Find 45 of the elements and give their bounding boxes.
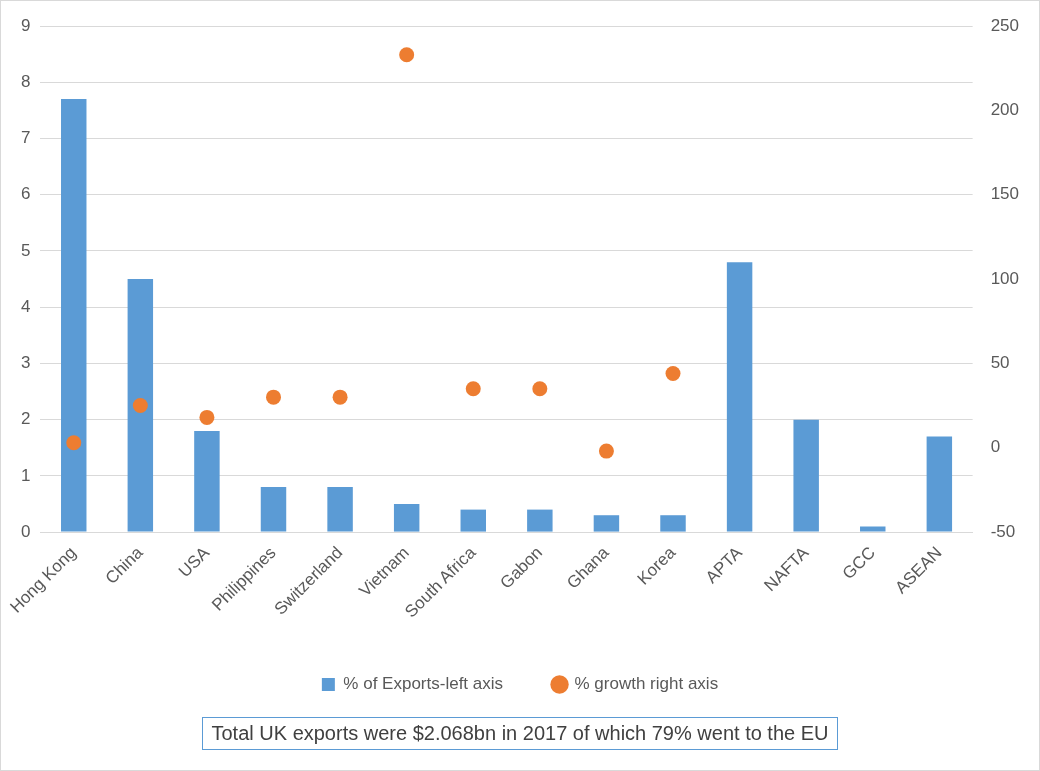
bar (460, 509, 486, 532)
bar (127, 279, 154, 532)
bar (527, 509, 553, 532)
point (132, 398, 148, 414)
y2-tick-label: 200 (990, 100, 1020, 120)
point (66, 435, 82, 451)
point (199, 409, 215, 425)
y-tick-label: 8 (20, 71, 31, 91)
bar (260, 487, 287, 532)
y2-tick-label: 250 (990, 15, 1020, 35)
bar (393, 503, 420, 532)
y-tick-label: 6 (20, 184, 31, 204)
bar (726, 262, 753, 532)
y2-tick-label: 0 (990, 437, 1001, 457)
y-tick-label: 0 (20, 521, 31, 541)
y-tick-label: 3 (20, 353, 31, 373)
y2-tick-label: 100 (990, 268, 1020, 288)
y-tick-label: 9 (20, 15, 31, 35)
bar (327, 487, 353, 532)
bar (926, 436, 953, 532)
bar (593, 515, 620, 532)
y-tick-label: 4 (20, 296, 31, 316)
y2-tick-label: -50 (990, 521, 1016, 541)
point (332, 389, 348, 405)
y2-tick-label: 50 (990, 353, 1010, 373)
y2-tick-label: 150 (990, 184, 1020, 204)
point (598, 443, 614, 459)
point (399, 47, 415, 63)
y-tick-label: 7 (20, 128, 31, 148)
bar (61, 99, 87, 532)
bar (194, 430, 220, 532)
legend-label: % growth right axis (574, 674, 719, 694)
point (532, 381, 548, 397)
bar (660, 515, 686, 532)
y-tick-label: 1 (20, 465, 31, 485)
legend-label: % of Exports-left axis (343, 674, 504, 694)
y-tick-label: 5 (20, 240, 31, 260)
x-tick-label: USA (174, 542, 214, 582)
point (266, 389, 281, 405)
bar (793, 419, 819, 532)
y-tick-label: 2 (20, 409, 31, 429)
point (665, 366, 681, 382)
point (465, 381, 481, 397)
bar (860, 526, 886, 532)
text: Total UK exports were $2.068bn in 2017 of which 79% went to the EU (202, 717, 838, 750)
